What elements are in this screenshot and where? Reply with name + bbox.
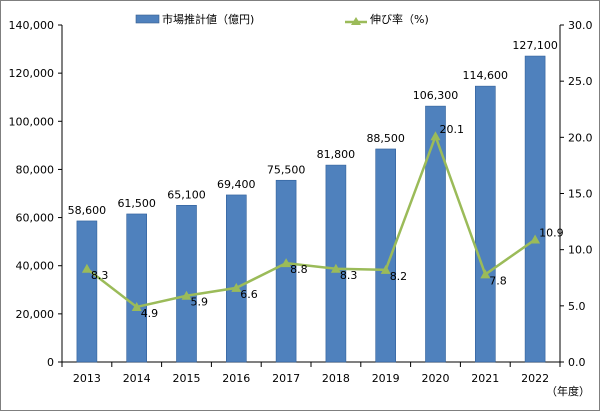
bar bbox=[524, 55, 546, 363]
x-tick-label: 2017 bbox=[272, 372, 300, 385]
line-marker bbox=[131, 301, 142, 311]
x-tick-label: 2022 bbox=[521, 372, 549, 385]
bar-data-label: 114,600 bbox=[463, 69, 509, 82]
line-data-label: 4.9 bbox=[141, 307, 159, 320]
left-tick-label: 140,000 bbox=[9, 19, 55, 32]
bar-data-label: 127,100 bbox=[512, 39, 558, 52]
x-tick-label: 2021 bbox=[471, 372, 499, 385]
line-marker bbox=[380, 264, 391, 274]
line-data-label: 6.6 bbox=[240, 288, 257, 301]
left-tick-label: 20,000 bbox=[16, 308, 55, 321]
x-tick-label: 2020 bbox=[422, 372, 450, 385]
line-marker bbox=[480, 269, 491, 279]
line-data-label: 8.3 bbox=[340, 269, 358, 282]
left-tick-label: 100,000 bbox=[9, 115, 55, 128]
legend-bar-swatch bbox=[135, 14, 160, 24]
bar-data-label: 81,800 bbox=[317, 148, 356, 161]
bar-data-label: 58,600 bbox=[68, 204, 107, 217]
line-data-label: 7.8 bbox=[489, 274, 507, 287]
left-tick-label: 40,000 bbox=[16, 260, 55, 273]
line-data-label: 8.2 bbox=[390, 270, 408, 283]
bar bbox=[325, 164, 347, 363]
bar bbox=[126, 213, 147, 363]
bar bbox=[375, 148, 397, 363]
x-tick-label: 2019 bbox=[372, 372, 400, 385]
line-marker bbox=[81, 263, 92, 273]
left-tick-label: 60,000 bbox=[16, 212, 55, 225]
left-tick-label: 80,000 bbox=[16, 163, 55, 176]
right-tick-label: 15.0 bbox=[568, 188, 593, 201]
bar-data-label: 106,300 bbox=[413, 89, 459, 102]
legend-triangle-marker-icon bbox=[351, 17, 361, 25]
right-tick-label: 5.0 bbox=[568, 300, 586, 313]
legend-bar-label: 市場推計値（億円) bbox=[162, 12, 254, 26]
bar-data-label: 88,500 bbox=[366, 132, 405, 145]
right-tick-label: 20.0 bbox=[568, 131, 593, 144]
bar bbox=[275, 179, 297, 363]
bar bbox=[425, 105, 446, 363]
bar-data-label: 69,400 bbox=[217, 178, 256, 191]
bar-data-label: 65,100 bbox=[167, 188, 206, 201]
line-marker bbox=[530, 234, 541, 244]
bar-data-label: 61,500 bbox=[117, 197, 156, 210]
right-tick-label: 0.0 bbox=[568, 356, 586, 369]
growth-rate-line bbox=[86, 132, 536, 309]
right-tick-label: 25.0 bbox=[568, 75, 593, 88]
line-marker bbox=[181, 290, 192, 300]
legend-line-label: 伸び率（%) bbox=[370, 12, 429, 26]
line-marker bbox=[281, 258, 292, 268]
bar-data-label: 75,500 bbox=[267, 163, 306, 176]
bar bbox=[76, 220, 98, 363]
x-tick-label: 2016 bbox=[222, 372, 250, 385]
right-tick-label: 30.0 bbox=[568, 19, 593, 32]
line-data-label: 8.8 bbox=[290, 263, 308, 276]
line-data-label: 10.9 bbox=[539, 227, 564, 240]
bar bbox=[176, 204, 197, 363]
line-data-label: 20.1 bbox=[440, 123, 465, 136]
x-tick-label: 2015 bbox=[173, 372, 201, 385]
line-marker bbox=[231, 282, 242, 292]
left-tick-label: 120,000 bbox=[9, 67, 55, 80]
legend: 市場推計値（億円) 伸び率（%) bbox=[135, 12, 429, 26]
line-marker bbox=[430, 131, 441, 141]
line-marker bbox=[330, 263, 341, 273]
line-data-label: 5.9 bbox=[191, 296, 209, 309]
line-data-label: 8.3 bbox=[91, 269, 109, 282]
bar bbox=[474, 85, 496, 363]
x-axis-unit-label: （年度） bbox=[546, 384, 590, 398]
x-tick-label: 2014 bbox=[123, 372, 151, 385]
bar bbox=[226, 194, 247, 363]
x-tick-label: 2018 bbox=[322, 372, 350, 385]
left-tick-label: 0 bbox=[47, 356, 54, 369]
right-tick-label: 10.0 bbox=[568, 244, 593, 257]
x-tick-label: 2013 bbox=[73, 372, 101, 385]
